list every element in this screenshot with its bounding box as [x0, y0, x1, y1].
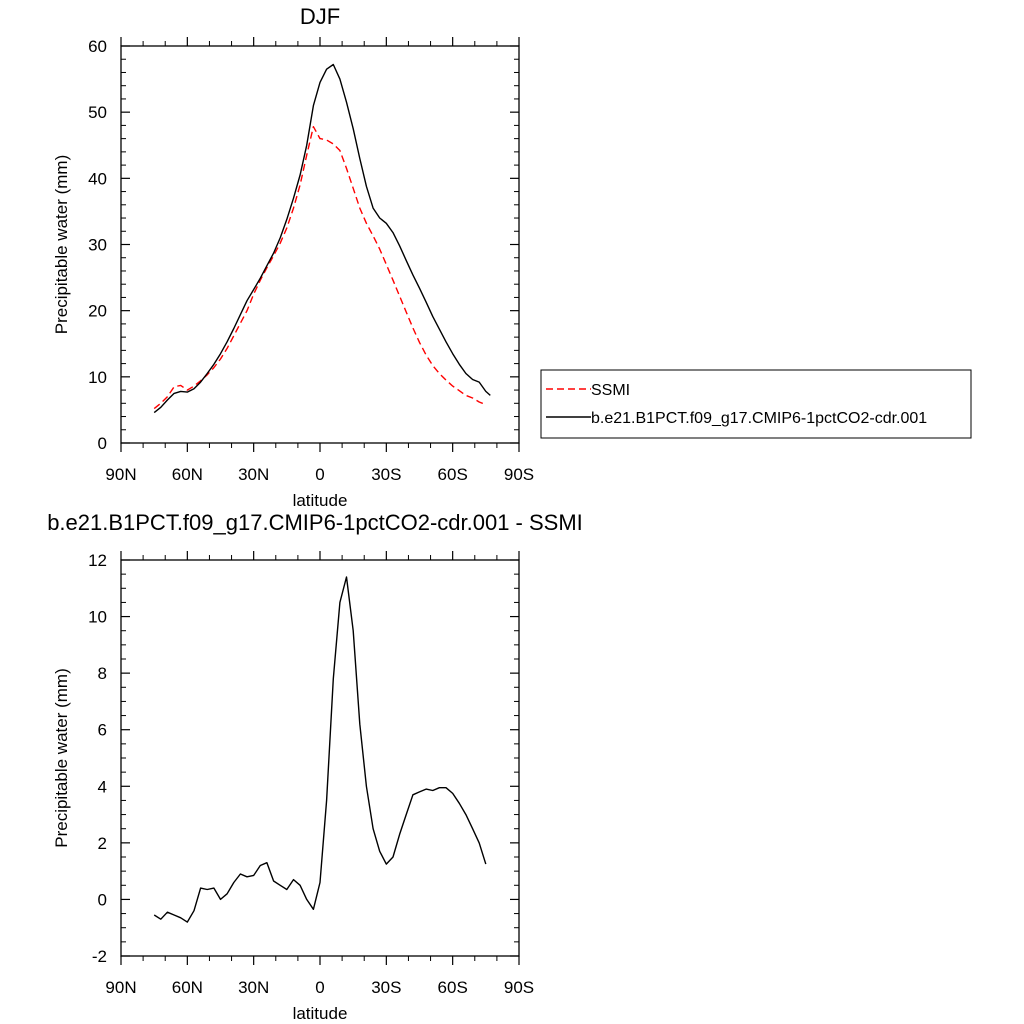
x-tick-label: 90N	[105, 465, 136, 484]
x-tick-label: 30S	[371, 978, 401, 997]
x-axis-label: latitude	[293, 1004, 348, 1023]
y-axis-label: Precipitable water (mm)	[52, 668, 71, 848]
y-tick-label: 50	[88, 103, 107, 122]
x-tick-label: 30S	[371, 465, 401, 484]
x-tick-label: 90N	[105, 978, 136, 997]
y-tick-label: 4	[98, 777, 107, 796]
series-line-model	[153, 63, 491, 414]
plot-frame	[120, 559, 520, 957]
y-tick-label: 0	[98, 890, 107, 909]
legend-label: SSMI	[591, 382, 630, 399]
x-tick-label: 90S	[504, 465, 534, 484]
chart-title: b.e21.B1PCT.f09_g17.CMIP6-1pctCO2-cdr.00…	[47, 510, 583, 535]
x-tick-label: 0	[315, 465, 324, 484]
chart-title: DJF	[300, 4, 340, 29]
legend-box	[540, 369, 972, 439]
legend-label: b.e21.B1PCT.f09_g17.CMIP6-1pctCO2-cdr.00…	[591, 410, 927, 427]
series-line-ssmi	[153, 125, 487, 410]
x-tick-label: 0	[315, 978, 324, 997]
x-axis-label: latitude	[293, 491, 348, 510]
plot-frame	[120, 45, 520, 444]
x-tick-label: 60N	[172, 978, 203, 997]
x-tick-label: 90S	[504, 978, 534, 997]
x-tick-label: 60N	[172, 465, 203, 484]
y-axis-label: Precipitable water (mm)	[52, 155, 71, 335]
top-panel-djf: DJF 0 10 20 30 40 50 60 90N 60N 30N 0 30S 60S 90S latit…	[52, 4, 972, 510]
y-tick-label: 10	[88, 368, 107, 387]
x-tick-label: 60S	[438, 978, 468, 997]
x-tick-label: 30N	[238, 978, 269, 997]
x-tick-label: 30N	[238, 465, 269, 484]
x-tick-label: 60S	[438, 465, 468, 484]
bottom-panel-difference: b.e21.B1PCT.f09_g17.CMIP6-1pctCO2-cdr.00…	[47, 510, 583, 1023]
y-tick-label: 10	[88, 608, 107, 627]
y-tick-label: -2	[92, 947, 107, 966]
y-tick-label: 2	[98, 834, 107, 853]
y-tick-label: 30	[88, 236, 107, 255]
series-line-difference	[153, 576, 487, 923]
y-tick-label: 60	[88, 37, 107, 56]
y-tick-label: 40	[88, 169, 107, 188]
y-tick-label: 12	[88, 551, 107, 570]
y-tick-label: 0	[98, 434, 107, 453]
y-tick-label: 8	[98, 664, 107, 683]
y-tick-label: 6	[98, 721, 107, 740]
y-tick-label: 20	[88, 302, 107, 321]
